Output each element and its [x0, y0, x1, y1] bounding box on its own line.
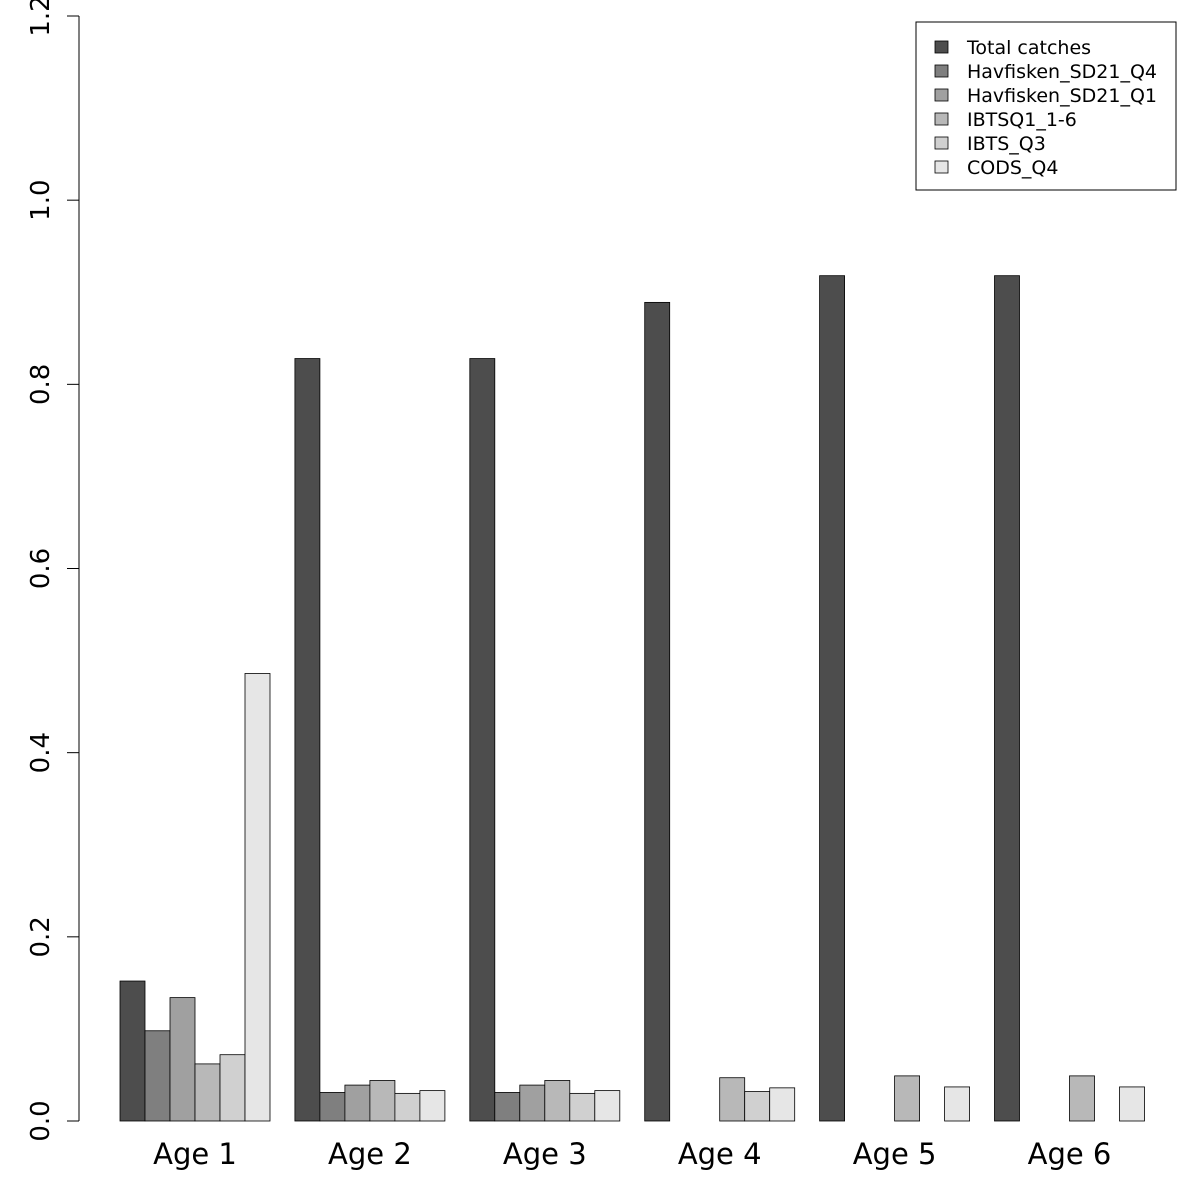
legend-swatch: [934, 112, 949, 126]
category-label: Age 1: [153, 1137, 237, 1171]
category-labels: Age 1 Age 2 Age 3 Age 4 Age 5 Age 6: [153, 1137, 1111, 1171]
bar-havfisken-sd21-q4-age-1: [144, 1030, 171, 1122]
legend-label: Havfisken_SD21_Q1: [967, 85, 1157, 107]
legend-box: [915, 21, 1177, 191]
bar-ibts-q3-age-4: [744, 1091, 771, 1122]
legend-label: Havfisken_SD21_Q4: [967, 61, 1157, 83]
bar-havfisken-sd21-q4-age-2: [319, 1092, 346, 1122]
bar-ibts-q3-age-1: [219, 1054, 246, 1122]
y-tick-label: 0.4: [26, 732, 56, 773]
bar-ibtsq1-1-6-age-3: [544, 1080, 571, 1122]
bar-total-catches-age-5: [819, 275, 845, 1122]
bar-ibtsq1-1-6-age-5: [894, 1075, 920, 1122]
category-label: Age 5: [853, 1137, 937, 1171]
legend-swatch: [934, 64, 949, 78]
bar-havfisken-sd21-q1-age-2: [344, 1084, 371, 1122]
legend-label: CODS_Q4: [967, 157, 1058, 179]
bar-cods-q4-age-3: [594, 1090, 621, 1122]
y-tick-label: 1.0: [26, 179, 56, 220]
bar-cods-q4-age-4: [769, 1087, 796, 1122]
y-tick-label: 0.6: [26, 548, 56, 589]
y-tick-label: 1.2: [26, 0, 56, 37]
bars: [119, 275, 1145, 1122]
bar-ibtsq1-1-6-age-6: [1069, 1075, 1095, 1122]
bar-cods-q4-age-6: [1119, 1086, 1145, 1122]
bar-ibts-q3-age-3: [569, 1092, 596, 1122]
y-axis: 0.0 0.2 0.4 0.6 0.8 1.0 1.2: [26, 0, 80, 1142]
bar-total-catches-age-2: [294, 358, 321, 1122]
legend-label: IBTSQ1_1-6: [967, 109, 1077, 131]
bar-havfisken-sd21-q1-age-3: [519, 1084, 546, 1122]
category-label: Age 2: [328, 1137, 412, 1171]
bar-havfisken-sd21-q4-age-3: [494, 1092, 521, 1122]
bar-cods-q4-age-2: [419, 1090, 446, 1122]
legend-swatch: [934, 160, 949, 174]
bar-cods-q4-age-5: [944, 1086, 970, 1122]
category-label: Age 6: [1028, 1137, 1112, 1171]
legend-swatch: [934, 136, 949, 150]
bar-total-catches-age-1: [119, 980, 146, 1122]
bar-total-catches-age-4: [644, 301, 671, 1122]
category-label: Age 4: [678, 1137, 762, 1171]
legend: Total catchesHavfisken_SD21_Q4Havfisken_…: [915, 21, 1177, 191]
bar-ibtsq1-1-6-age-1: [194, 1063, 221, 1122]
legend-swatch: [934, 88, 949, 102]
y-tick-label: 0.0: [26, 1100, 56, 1141]
bar-total-catches-age-6: [994, 275, 1020, 1122]
bar-ibtsq1-1-6-age-2: [369, 1080, 396, 1122]
legend-label: Total catches: [966, 37, 1091, 59]
y-tick-label: 0.2: [26, 916, 56, 957]
category-label: Age 3: [503, 1137, 587, 1171]
bar-total-catches-age-3: [469, 358, 496, 1122]
y-tick-label: 0.8: [26, 364, 56, 405]
bar-cods-q4-age-1: [244, 673, 271, 1122]
bar-ibtsq1-1-6-age-4: [719, 1077, 746, 1122]
bar-ibts-q3-age-2: [394, 1092, 421, 1122]
bar-havfisken-sd21-q1-age-1: [169, 997, 196, 1122]
legend-label: IBTS_Q3: [967, 133, 1046, 155]
legend-swatch: [934, 40, 949, 54]
